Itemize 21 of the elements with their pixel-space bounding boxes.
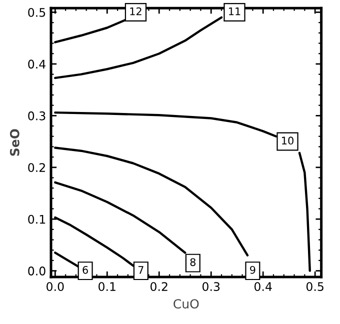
annotation: 11	[229, 8, 240, 16]
y-axis-title: SeO	[10, 129, 20, 156]
y-tick-label: 0.3	[28, 111, 46, 120]
x-tick-label: 0.1	[98, 282, 116, 292]
x-tick-label: 0.2	[150, 282, 168, 292]
x-tick-label: 0.4	[254, 282, 272, 292]
annotation: 6	[82, 266, 88, 274]
annotation: 8	[190, 258, 196, 266]
y-tick-label: 0.0	[28, 266, 46, 276]
y-tick-label: 0.2	[28, 163, 45, 172]
annotation: 12	[130, 7, 142, 16]
annotation: 9	[250, 266, 256, 274]
x-axis-title: CuO	[174, 299, 199, 309]
y-tick-label: 0.5	[28, 8, 46, 17]
x-tick-label: 0.0	[46, 282, 64, 292]
annotation: 7	[138, 266, 144, 274]
annotation: 10	[282, 136, 294, 145]
x-tick-label: 0.3	[202, 282, 220, 292]
y-tick-label: 0.4	[28, 60, 46, 69]
y-tick-label: 0.1	[28, 214, 46, 224]
x-tick-label: 0.5	[306, 282, 324, 292]
